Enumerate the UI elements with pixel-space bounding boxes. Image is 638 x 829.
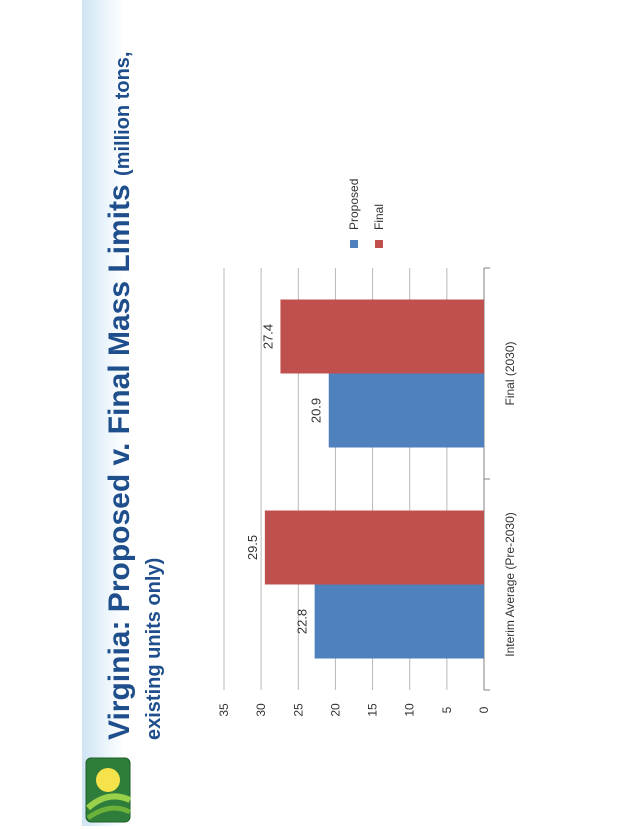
final-bar — [280, 299, 484, 374]
data-label: 27.4 — [260, 324, 275, 349]
y-tick-labels: 0 5 10 15 20 25 30 35 — [217, 703, 491, 717]
final-bar — [264, 510, 484, 585]
logo — [84, 756, 134, 824]
axes — [483, 267, 490, 691]
category-label: Final (2030) — [503, 341, 517, 405]
legend: Proposed Final — [347, 179, 386, 248]
legend-label: Final — [372, 204, 386, 230]
y-tick-label: 20 — [328, 703, 342, 717]
data-labels: 22.8 29.5 20.9 27.4 — [245, 324, 324, 634]
proposed-bar — [314, 584, 484, 659]
data-label: 22.8 — [295, 609, 310, 634]
y-tick-label: 30 — [254, 703, 268, 717]
y-tick-label: 25 — [291, 703, 305, 717]
legend-swatch — [350, 240, 358, 248]
y-tick-label: 35 — [217, 703, 231, 717]
category-labels: Interim Average (Pre-2030) Final (2030) — [503, 341, 517, 656]
proposed-bar — [328, 373, 484, 448]
y-tick-label: 15 — [366, 703, 380, 717]
y-tick-label: 10 — [403, 703, 417, 717]
legend-swatch — [375, 240, 383, 248]
side-banner — [82, 0, 124, 826]
logo-icon — [85, 757, 132, 823]
legend-label: Proposed — [347, 179, 361, 230]
data-label: 29.5 — [245, 535, 260, 560]
bars — [264, 299, 484, 659]
y-tick-label: 0 — [477, 706, 491, 713]
category-label: Interim Average (Pre-2030) — [503, 512, 517, 657]
y-tick-label: 5 — [440, 706, 454, 713]
data-label: 20.9 — [309, 398, 324, 423]
